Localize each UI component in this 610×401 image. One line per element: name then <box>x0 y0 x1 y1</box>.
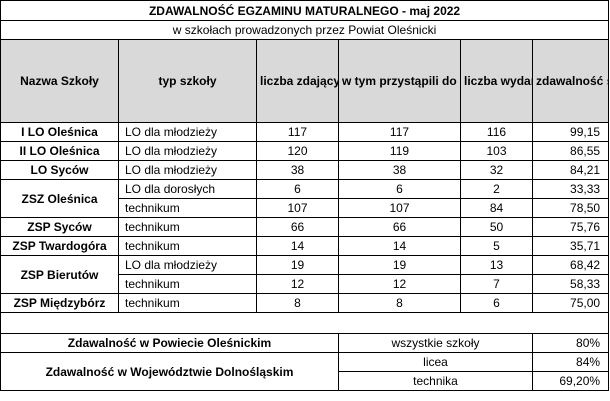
all-exams-count: 6 <box>338 179 461 199</box>
header-pass-rate: zdawalność szkoła w % <box>531 39 610 123</box>
county-scope: wszystkie szkoły <box>338 333 533 353</box>
pass-rate: 33,33 <box>531 179 610 199</box>
certificates-count: 50 <box>460 217 533 237</box>
pass-rate: 99,15 <box>531 122 610 142</box>
all-exams-count: 14 <box>338 236 461 256</box>
pass-rate: 84,21 <box>531 160 610 180</box>
school-type: technikum <box>118 198 257 218</box>
all-exams-count: 12 <box>338 274 461 294</box>
pass-rate: 68,42 <box>531 255 610 275</box>
graduates-count: 12 <box>256 274 339 294</box>
certificates-count: 32 <box>460 160 533 180</box>
certificates-count: 6 <box>460 293 533 313</box>
school-name: I LO Oleśnica <box>0 122 119 142</box>
graduates-count: 6 <box>256 179 339 199</box>
certificates-count: 116 <box>460 122 533 142</box>
county-pct: 80% <box>531 333 610 353</box>
pass-rate: 75,76 <box>531 217 610 237</box>
header-graduates: liczba zdających tegorocznych absolwentó… <box>256 39 339 123</box>
certificates-count: 84 <box>460 198 533 218</box>
page-subtitle: w szkołach prowadzonych przez Powiat Ole… <box>0 20 610 40</box>
certificates-count: 103 <box>460 141 533 161</box>
table-row: ZSZ Oleśnica LO dla dorosłych 6 6 2 33,3… <box>0 179 610 218</box>
table-row: II LO Oleśnica LO dla młodzieży 120 119 … <box>0 141 610 161</box>
graduates-count: 107 <box>256 198 339 218</box>
header-certificates: liczba wydanych świadectw <box>460 39 533 123</box>
summary-row-technical: technika 69,20% <box>1 371 610 391</box>
table-row: ZSP Bierutów LO dla młodzieży 19 19 13 6… <box>0 255 610 294</box>
graduates-count: 19 <box>256 255 339 275</box>
school-name: LO Syców <box>0 160 119 180</box>
results-table: ZDAWALNOŚĆ EGZAMINU MATURALNEGO - maj 20… <box>0 0 610 391</box>
county-label: Zdawalność w Powiecie Oleśnickim <box>0 333 339 353</box>
graduates-count: 14 <box>256 236 339 256</box>
all-exams-count: 117 <box>338 122 461 142</box>
lyceum-pct: 84% <box>531 352 610 372</box>
all-exams-count: 19 <box>338 255 461 275</box>
graduates-count: 120 <box>256 141 339 161</box>
page-title: ZDAWALNOŚĆ EGZAMINU MATURALNEGO - maj 20… <box>0 0 610 21</box>
title-row: ZDAWALNOŚĆ EGZAMINU MATURALNEGO - maj 20… <box>0 0 610 21</box>
school-name: II LO Oleśnica <box>0 141 119 161</box>
table-row: LO Syców LO dla młodzieży 38 38 32 84,21 <box>0 160 610 180</box>
table-row: ZSP Syców technikum 66 66 50 75,76 <box>0 217 610 237</box>
school-type: technikum <box>118 236 257 256</box>
school-name: ZSP Syców <box>0 217 119 237</box>
all-exams-count: 66 <box>338 217 461 237</box>
pass-rate: 58,33 <box>531 274 610 294</box>
school-name: ZSP Twardogóra <box>0 236 119 256</box>
certificates-count: 5 <box>460 236 533 256</box>
header-all-exams: w tym przystąpili do wszystkich egzamino… <box>338 39 461 123</box>
school-type: LO dla młodzieży <box>118 255 257 275</box>
voivodeship-label: Zdawalność w Województwie Dolnośląskim <box>0 352 339 391</box>
certificates-count: 2 <box>460 179 533 199</box>
lyceum-scope: licea <box>338 352 533 372</box>
school-type: technikum <box>118 293 257 313</box>
summary-row-lyceum: Zdawalność w Województwie Dolnośląskim l… <box>0 352 610 391</box>
school-type: LO dla młodzieży <box>118 141 257 161</box>
subtitle-row: w szkołach prowadzonych przez Powiat Ole… <box>0 20 610 40</box>
school-name: ZSP Międzybórz <box>0 293 119 313</box>
pass-rate: 86,55 <box>531 141 610 161</box>
school-type: LO dla młodzieży <box>118 122 257 142</box>
certificates-count: 13 <box>460 255 533 275</box>
pass-rate: 35,71 <box>531 236 610 256</box>
spacer-cell <box>0 312 610 334</box>
technical-scope: technika <box>338 371 533 391</box>
graduates-count: 66 <box>256 217 339 237</box>
pass-rate: 78,50 <box>531 198 610 218</box>
school-type: LO dla młodzieży <box>118 160 257 180</box>
header-type: typ szkoły <box>118 39 257 123</box>
table-row: ZSP Międzybórz technikum 8 8 6 75,00 <box>0 293 610 313</box>
technical-pct: 69,20% <box>531 371 610 391</box>
summary-row-county: Zdawalność w Powiecie Oleśnickim wszystk… <box>0 333 610 353</box>
school-name: ZSZ Oleśnica <box>0 179 119 218</box>
all-exams-count: 119 <box>338 141 461 161</box>
table-row: I LO Oleśnica LO dla młodzieży 117 117 1… <box>0 122 610 142</box>
graduates-count: 117 <box>256 122 339 142</box>
all-exams-count: 8 <box>338 293 461 313</box>
spacer-row <box>0 312 610 334</box>
all-exams-count: 38 <box>338 160 461 180</box>
pass-rate: 75,00 <box>531 293 610 313</box>
certificates-count: 7 <box>460 274 533 294</box>
school-type: LO dla dorosłych <box>118 179 257 199</box>
header-school: Nazwa Szkoły <box>0 39 119 123</box>
header-row: Nazwa Szkoły typ szkoły liczba zdających… <box>0 39 610 123</box>
all-exams-count: 107 <box>338 198 461 218</box>
table-row: ZSP Twardogóra technikum 14 14 5 35,71 <box>0 236 610 256</box>
school-type: technikum <box>118 217 257 237</box>
graduates-count: 38 <box>256 160 339 180</box>
school-type: technikum <box>118 274 257 294</box>
graduates-count: 8 <box>256 293 339 313</box>
school-name: ZSP Bierutów <box>0 255 119 294</box>
